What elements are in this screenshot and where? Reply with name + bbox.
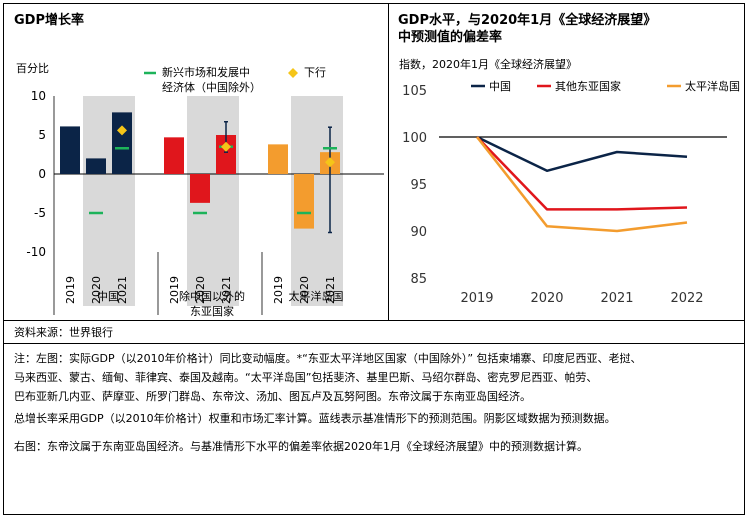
downside-marker-0-2 [117,125,127,136]
x-year-label: 2019 [168,276,181,304]
left-y-tick: 0 [38,167,46,181]
x-year-label: 2021 [220,276,233,304]
note-paragraph2: 总增长率采用GDP（以2010年价格计）权重和市场汇率计算。蓝线表示基准情形下的… [14,412,616,425]
gdp-level-line-chart: 指数，2020年1月《全球经济展望》 中国 其他东亚国家 太平洋岛国 105 100 9… [399,57,740,306]
right-chart-title-line2: 中预测值的偏差率 [398,30,503,45]
group-label: 太平洋岛国 [289,289,344,303]
right-x-tick: 2021 [600,291,633,306]
notes-divider [3,343,745,344]
source-divider [3,320,745,321]
note-line3: 巴布亚新几内亚、萨摩亚、所罗门群岛、东帝汶、汤加、图瓦卢及瓦努阿图。东帝汶属于东… [14,390,531,403]
source-text: 资料来源：世界银行 [14,326,113,339]
note-line2: 马来西亚、蒙古、缅甸、菲律宾、泰国及越南。“太平洋岛国”包括斐济、基里巴斯、马绍… [14,371,598,384]
right-x-tick: 2022 [670,291,703,306]
legend-label: 中国 [489,80,511,93]
panel-divider [388,3,389,320]
bar-0-2020 [86,158,106,174]
x-year-label: 2020 [298,276,311,304]
x-year-label: 2020 [194,276,207,304]
left-y-tick: 5 [38,128,46,142]
group-label-line2: 东亚国家 [190,304,234,318]
x-year-label: 2021 [324,276,337,304]
bar-0-2021 [112,112,132,174]
bar-0-2019 [60,126,80,174]
group-label: 除中国以外的 [179,289,245,303]
x-year-label: 2019 [64,276,77,304]
x-year-label: 2021 [116,276,129,304]
right-subtitle: 指数，2020年1月《全球经济展望》 [399,57,577,71]
left-chart-title: GDP增长率 [14,13,84,28]
series-line-1 [476,136,688,211]
legend-label: 太平洋岛国 [685,79,740,93]
right-y-tick: 105 [402,84,427,99]
figure-frame [3,3,745,515]
right-y-tick: 95 [410,178,427,193]
left-y-tick: 10 [31,89,46,103]
growth-bar-chart: 百分比 新兴市场和发展中 经济体（中国除外） 下行 10 5 0 -5 -10 2019… [16,62,384,318]
group-label: 中国 [97,290,119,303]
series-line-2 [476,136,688,233]
downside-marker-1-2 [221,141,231,152]
note-paragraph3: 右图：东帝汶属于东南亚岛国经济。与基准情形下水平的偏差率依据2020年1月《全球… [14,440,588,453]
right-y-tick: 85 [410,272,427,287]
legend-label: 其他东亚国家 [555,79,621,93]
legend-downside-marker [288,68,298,78]
right-chart-title-line1: GDP水平，与2020年1月《全球经济展望》 [398,13,657,28]
x-year-label: 2019 [272,276,285,304]
bar-2-2019 [268,144,288,174]
legend-emde-line2: 经济体（中国除外） [162,80,261,94]
x-year-label: 2020 [90,276,103,304]
legend-downside-label: 下行 [304,66,326,79]
bar-1-2019 [164,137,184,174]
series-line-0 [476,135,688,173]
right-y-tick: 100 [402,131,427,146]
downside-marker-2-2 [325,157,335,168]
bar-1-2021 [216,135,236,174]
right-y-tick: 90 [410,225,427,240]
bar-2-2020 [294,174,314,229]
left-y-axis-label: 百分比 [16,62,49,75]
right-x-tick: 2020 [530,291,563,306]
legend-emde-line1: 新兴市场和发展中 [162,65,250,79]
note-line1: 注：左图：实际GDP（以2010年价格计）同比变动幅度。*“东亚太平洋地区国家（… [14,352,642,365]
left-y-tick: -5 [34,206,46,220]
right-x-tick: 2019 [460,291,493,306]
left-y-tick: -10 [26,245,46,259]
bar-1-2020 [190,174,210,203]
